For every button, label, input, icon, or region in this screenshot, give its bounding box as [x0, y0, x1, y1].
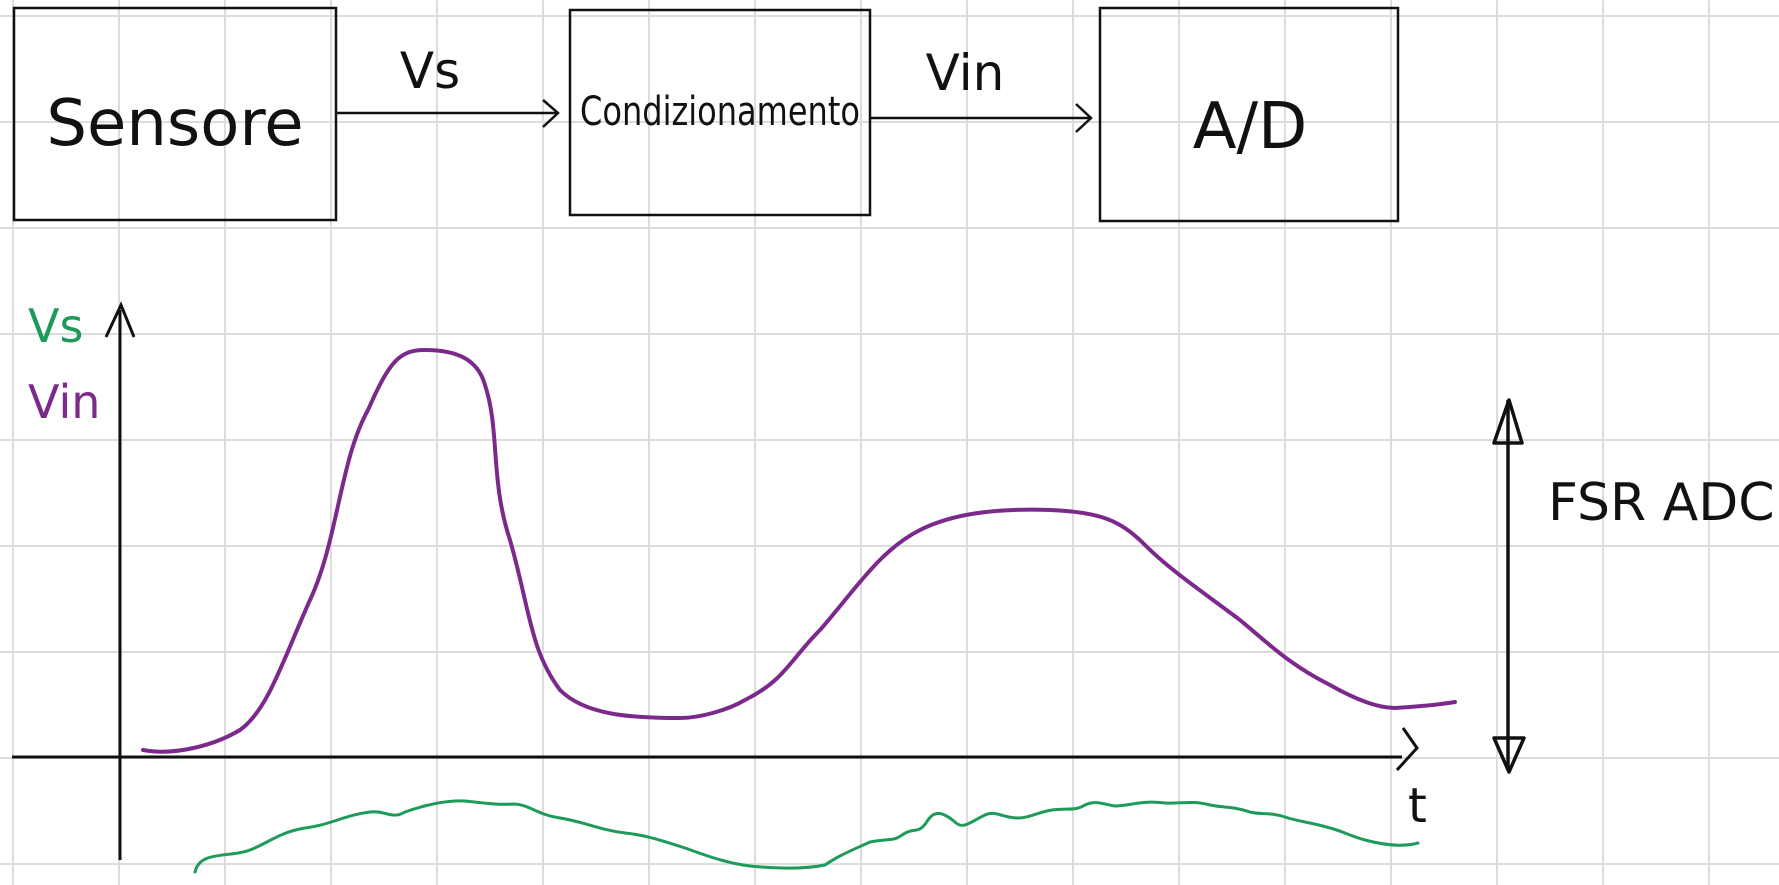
vin-curve — [141, 348, 1457, 754]
arrow-label-vs: Vs — [400, 42, 460, 100]
y-axis-arrowhead — [104, 301, 136, 338]
ylabel-vs: Vs — [28, 299, 83, 353]
vs-curve — [193, 799, 1420, 874]
xlabel-t: t — [1408, 778, 1427, 834]
block-sensore-label: Sensore — [46, 87, 303, 161]
arrow-condizionamento-to-ad: Vin — [871, 44, 1093, 133]
arrow-sensore-to-condizionamento: Vs — [337, 42, 560, 128]
block-ad: A/D — [1098, 6, 1400, 223]
plot-axes — [12, 301, 1419, 860]
block-sensore: Sensore — [12, 6, 338, 222]
block-ad-label: A/D — [1193, 90, 1308, 164]
x-axis-arrowhead — [1395, 727, 1419, 772]
fsr-adc-label: FSR ADC — [1548, 473, 1775, 533]
block-condizionamento: Condizionamento — [568, 8, 872, 217]
ylabel-vin: Vin — [28, 375, 100, 429]
fsr-adc-range-arrow — [1492, 398, 1526, 774]
block-condizionamento-label: Condizionamento — [580, 89, 860, 135]
arrow-label-vin: Vin — [926, 44, 1005, 102]
